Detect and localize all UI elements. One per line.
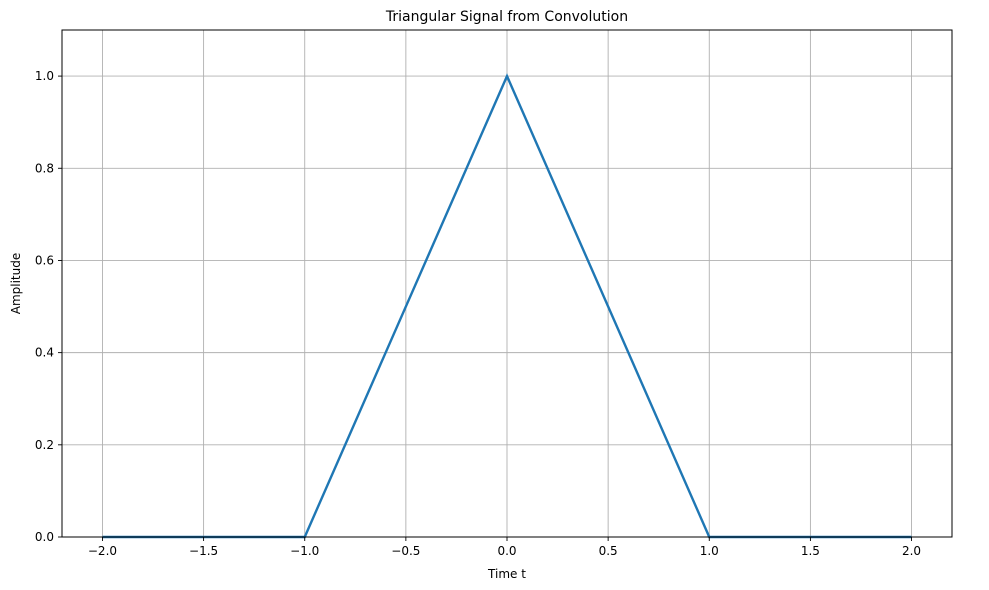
- x-tick-label: 0.5: [599, 544, 618, 558]
- y-tick-label: 0.2: [35, 438, 54, 452]
- x-tick-label: −0.5: [391, 544, 420, 558]
- x-tick-label: 2.0: [902, 544, 921, 558]
- x-axis-label: Time t: [487, 567, 526, 581]
- x-tick-label: 1.0: [700, 544, 719, 558]
- y-tick-label: 1.0: [35, 69, 54, 83]
- y-tick-label: 0.8: [35, 161, 54, 175]
- x-tick-label: −1.0: [290, 544, 319, 558]
- x-tick-label: −2.0: [88, 544, 117, 558]
- y-axis-label: Amplitude: [9, 253, 23, 315]
- y-tick-label: 0.0: [35, 530, 54, 544]
- y-tick-label: 0.4: [35, 346, 54, 360]
- ticks: −2.0 −1.5 −1.0 −0.5 0.0 0.5 1.0 1.5 2.0 0.0 0.2 0.4…: [35, 69, 921, 558]
- x-tick-label: 0.0: [497, 544, 516, 558]
- x-tick-label: −1.5: [189, 544, 218, 558]
- chart-title: Triangular Signal from Convolution: [385, 9, 628, 25]
- x-tick-label: 1.5: [801, 544, 820, 558]
- grid: [62, 30, 952, 538]
- y-tick-label: 0.6: [35, 253, 54, 267]
